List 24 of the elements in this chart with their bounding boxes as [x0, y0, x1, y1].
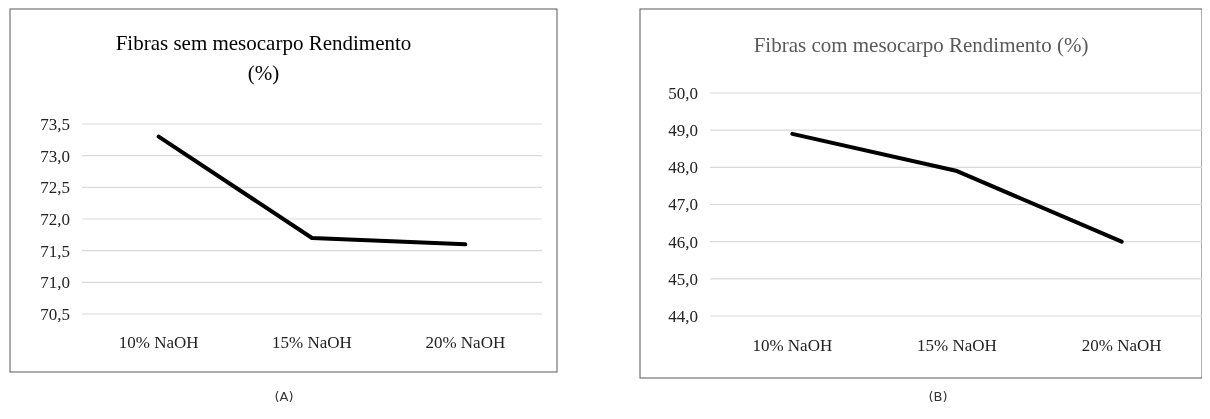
- y-tick-label: 50,0: [668, 83, 698, 103]
- y-tick-label: 44,0: [668, 306, 698, 326]
- y-tick-label: 49,0: [668, 121, 698, 141]
- y-tick-label: 71,5: [40, 241, 70, 261]
- x-tick-label: 15% NaOH: [917, 336, 997, 355]
- y-tick-label: 73,0: [40, 146, 70, 166]
- chart-title: Fibras com mesocarpo Rendimento (%): [753, 33, 1089, 57]
- x-tick-label: 15% NaOH: [272, 333, 352, 352]
- y-tick-label: 72,0: [40, 209, 70, 229]
- text: (A): [274, 389, 294, 404]
- y-tick-label: 46,0: [668, 232, 698, 252]
- x-tick-label: 20% NaOH: [1081, 336, 1162, 355]
- y-tick-label: 45,0: [668, 269, 698, 289]
- y-tick-label: 48,0: [668, 158, 698, 178]
- x-tick-label: 10% NaOH: [752, 336, 833, 355]
- y-tick-label: 70,5: [40, 304, 70, 324]
- text: (B): [928, 389, 948, 404]
- y-tick-label: 72,5: [40, 178, 70, 198]
- y-tick-label: 47,0: [668, 195, 698, 215]
- chart-title: Fibras sem mesocarpo Rendimento (%): [115, 31, 412, 85]
- y-tick-label: 73,5: [40, 114, 70, 134]
- x-tick-label: 20% NaOH: [425, 333, 506, 352]
- x-tick-label: 10% NaOH: [118, 333, 199, 352]
- y-tick-label: 71,0: [40, 273, 70, 293]
